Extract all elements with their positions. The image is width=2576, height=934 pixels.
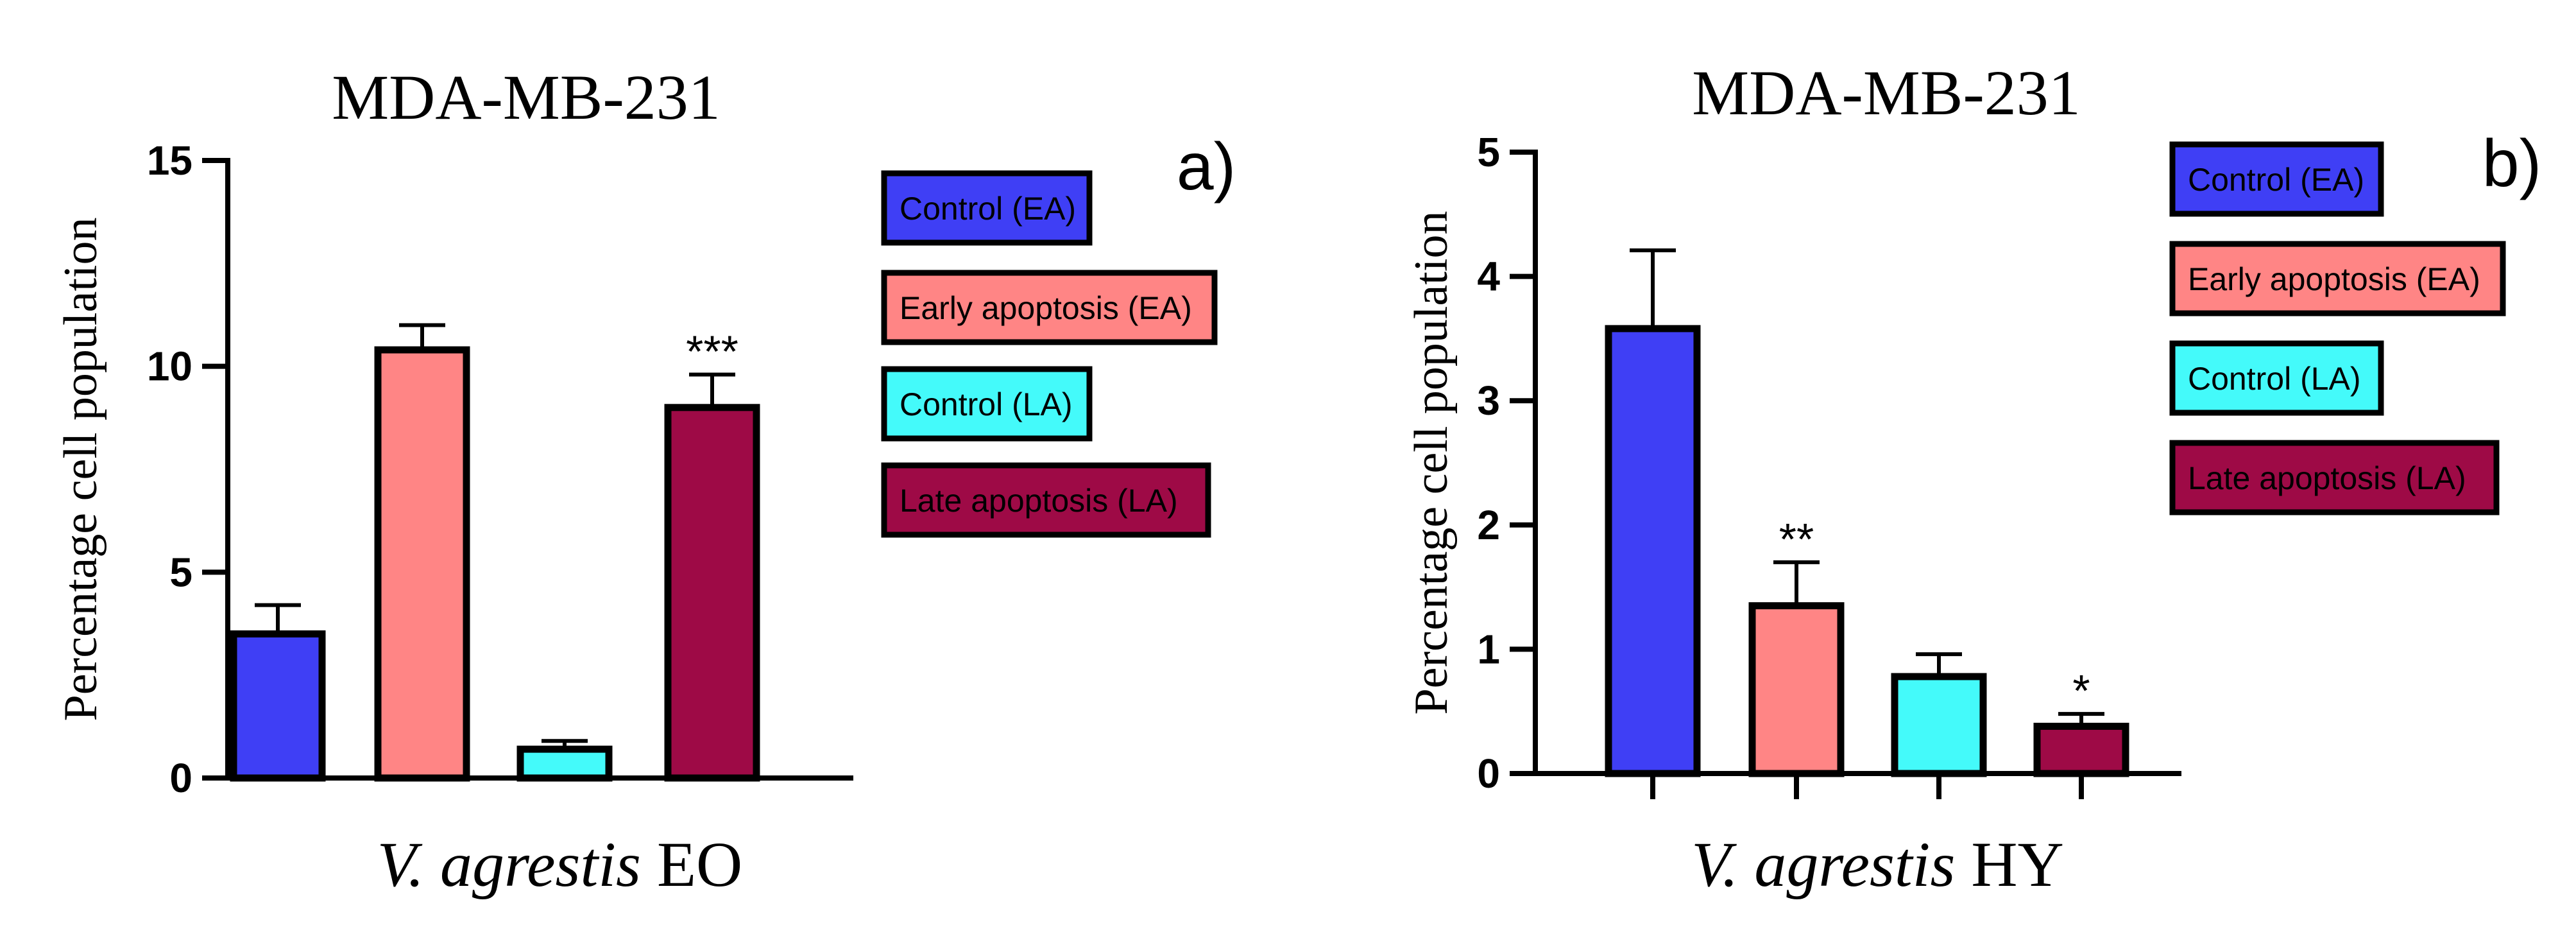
significance-mark: * <box>2072 666 2090 716</box>
y-tick-label: 4 <box>1477 254 1500 300</box>
y-tick-label: 2 <box>1477 502 1500 548</box>
y-axis-label: Percentage cell population <box>1405 211 1458 715</box>
chart-panel-a: MDA-MB-231 a) Percentage cell population V.… <box>55 62 1236 900</box>
bar <box>1748 602 1845 777</box>
bar <box>2033 722 2129 777</box>
legend-swatch <box>881 366 1093 442</box>
y-tick-label: 5 <box>1477 129 1500 175</box>
significance-mark: *** <box>686 326 738 376</box>
legend-entry: Early apoptosis (EA) <box>2188 261 2480 297</box>
bar <box>664 404 760 782</box>
x-axis-label-italic: V. agrestis <box>1691 829 1955 900</box>
y-tick-label: 0 <box>169 755 192 801</box>
y-tick-label: 3 <box>1477 377 1500 424</box>
bar <box>1605 325 1701 777</box>
panel-label: b) <box>2482 126 2541 201</box>
y-tick-label: 5 <box>169 549 192 595</box>
legend-entry: Late apoptosis (LA) <box>2188 460 2466 496</box>
bar <box>374 346 470 782</box>
legend-entry: Control (EA) <box>900 191 1076 227</box>
y-tick-label: 0 <box>1477 750 1500 797</box>
bar <box>516 745 613 782</box>
y-tick-label: 15 <box>147 137 192 184</box>
legend-entry: Control (EA) <box>2188 162 2364 198</box>
x-axis-label-rest: EO <box>641 829 742 900</box>
legend-swatch <box>2169 241 2506 316</box>
bar <box>1891 673 1987 777</box>
x-axis-label-italic: V. agrestis <box>377 829 641 900</box>
legend-entry: Early apoptosis (EA) <box>900 290 1192 326</box>
legend-entry: Control (LA) <box>900 386 1073 422</box>
panel-label: a) <box>1177 130 1236 204</box>
y-tick-label: 10 <box>147 343 192 390</box>
y-tick-label: 1 <box>1477 626 1500 672</box>
legend-swatch <box>881 462 1211 538</box>
x-axis-label-rest: HY <box>1955 829 2063 900</box>
chart-title: MDA-MB-231 <box>1692 57 2081 128</box>
legend-entry: Control (LA) <box>2188 361 2361 397</box>
legend-entry: Late apoptosis (LA) <box>900 483 1178 519</box>
chart-title: MDA-MB-231 <box>332 62 721 133</box>
legend-swatch <box>2169 141 2384 217</box>
legend-swatch <box>2169 340 2384 416</box>
chart-panel-b: MDA-MB-231 b) Percentage cell population V.… <box>1405 57 2541 900</box>
y-axis-label: Percentage cell population <box>55 218 107 722</box>
legend-swatch <box>881 270 1218 345</box>
x-axis-label: V. agrestis EO <box>377 829 743 900</box>
significance-mark: ** <box>1779 514 1814 564</box>
bar <box>230 630 326 782</box>
legend-swatch <box>2169 440 2500 515</box>
legend-swatch <box>881 170 1093 246</box>
x-axis-label: V. agrestis HY <box>1691 829 2064 900</box>
